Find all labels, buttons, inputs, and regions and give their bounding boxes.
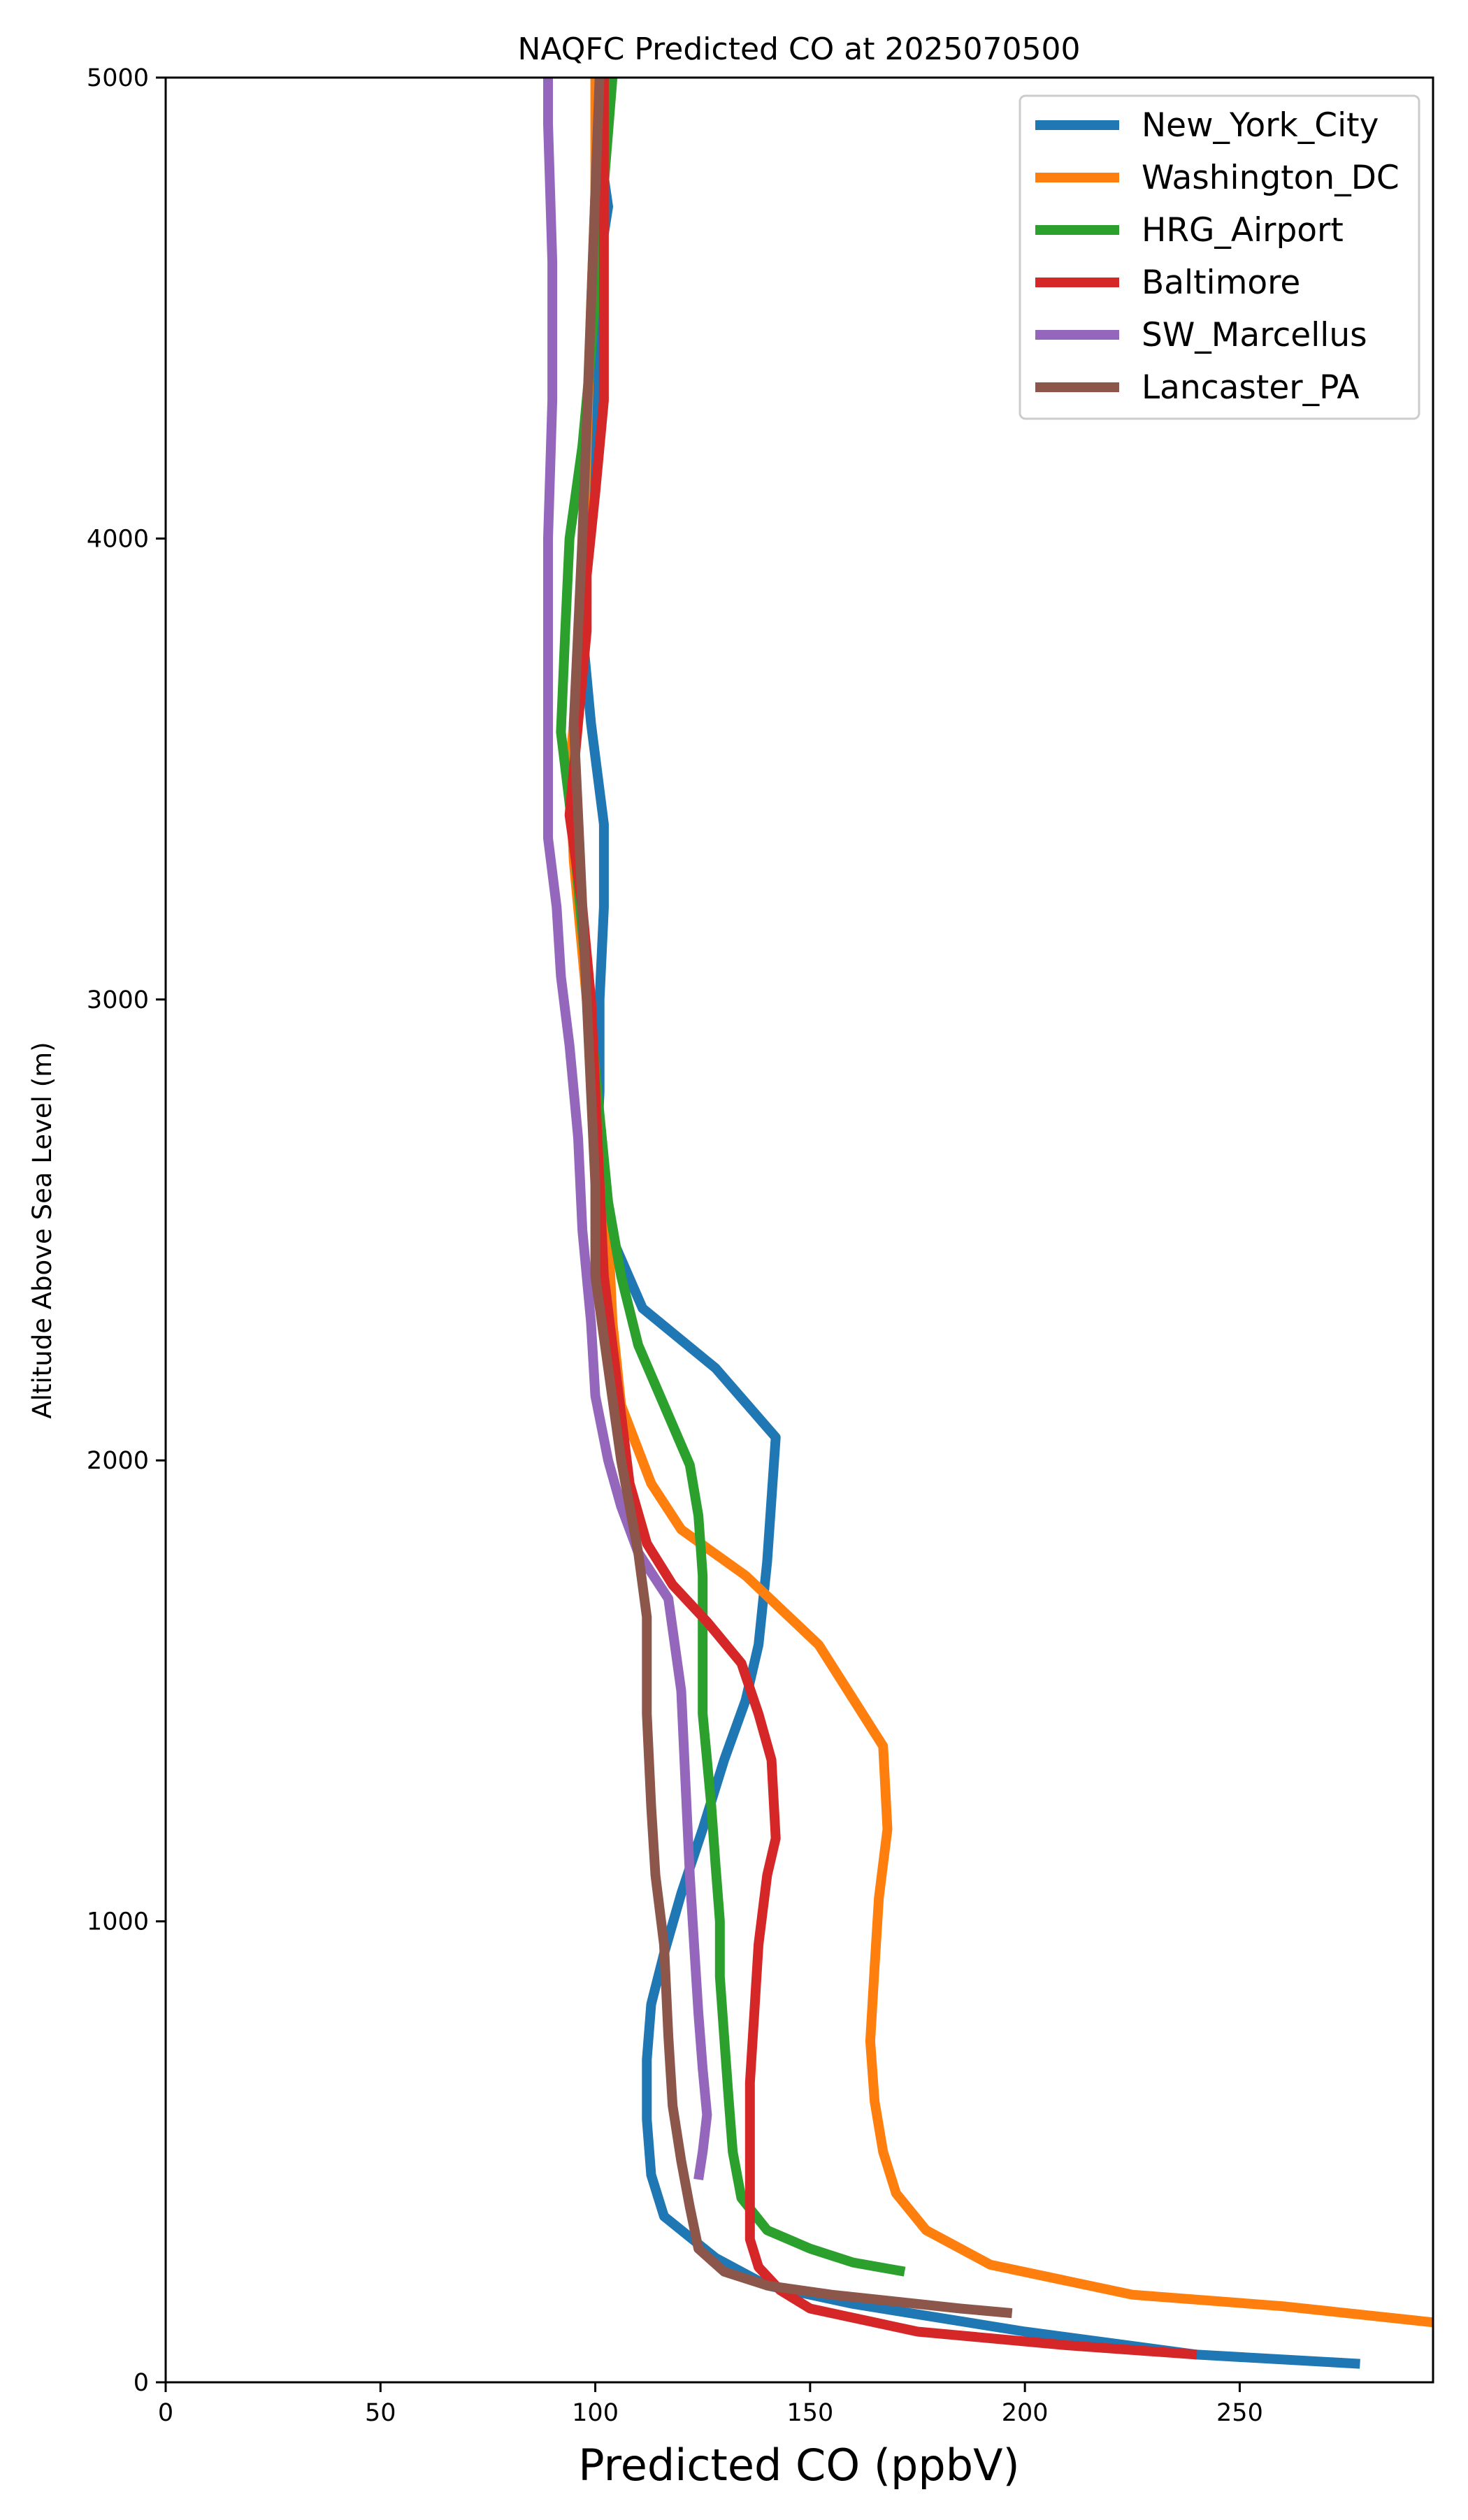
y-tick-label: 3000	[87, 986, 149, 1014]
y-tick-label: 2000	[87, 1447, 149, 1475]
series-line-baltimore	[564, 78, 1197, 2360]
y-tick-label: 4000	[87, 525, 149, 553]
legend: New_York_City Washington_DC HRG_Airport Bal…	[1019, 94, 1420, 420]
plot-frame	[164, 76, 1434, 2384]
legend-label: Washington_DC	[1142, 159, 1399, 197]
series-line-hrg-airport	[556, 78, 906, 2277]
series-line-sw-marcellus	[543, 78, 712, 2180]
legend-label: New_York_City	[1142, 106, 1379, 145]
legend-entries: New_York_City Washington_DC HRG_Airport Bal…	[1035, 106, 1399, 407]
chart-title: NAQFC Predicted CO at 2025070500	[518, 31, 1081, 67]
x-tick-label: 100	[572, 2399, 619, 2427]
x-tick-label: 50	[365, 2399, 396, 2427]
x-tick-label: 150	[786, 2399, 833, 2427]
y-tick-label: 5000	[87, 64, 149, 92]
y-axis-ticks: 0 1000 2000 3000 4000 5000	[87, 64, 166, 2397]
series-line-lancaster-pa	[568, 78, 1013, 2319]
y-axis-label: Altitude Above Sea Level (m)	[27, 1042, 57, 1418]
legend-label: Baltimore	[1142, 264, 1300, 302]
legend-label: Lancaster_PA	[1142, 368, 1360, 407]
y-tick-label: 0	[134, 2369, 149, 2397]
legend-box	[1019, 94, 1420, 420]
y-tick-label: 1000	[87, 1908, 149, 1936]
x-tick-label: 0	[158, 2399, 173, 2427]
x-tick-label: 200	[1002, 2399, 1049, 2427]
legend-label: HRG_Airport	[1142, 211, 1344, 250]
legend-label: SW_Marcellus	[1142, 316, 1367, 354]
x-axis-label: Predicted CO (ppbV)	[578, 2440, 1019, 2491]
x-axis-ticks: 0 50 100 150 200 250	[158, 2382, 1263, 2427]
series-layer	[543, 78, 1433, 2369]
x-tick-label: 250	[1216, 2399, 1263, 2427]
